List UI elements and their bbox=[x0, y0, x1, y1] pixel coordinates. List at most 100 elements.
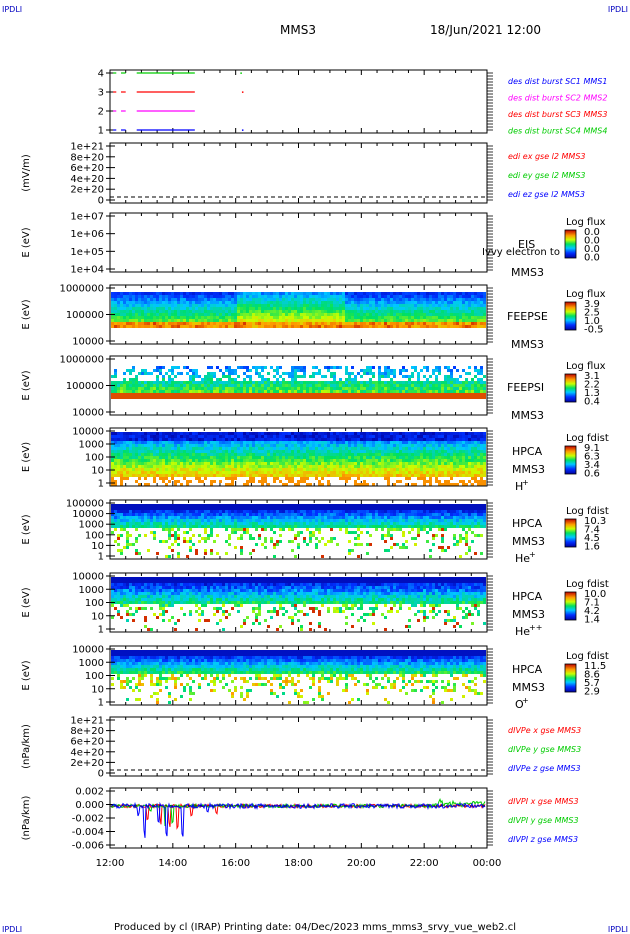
heatmap-cell bbox=[333, 310, 336, 313]
heatmap-cell bbox=[438, 441, 441, 444]
heatmap-cell bbox=[432, 310, 435, 313]
heatmap-cell bbox=[480, 322, 483, 325]
heatmap-cell bbox=[294, 396, 297, 399]
heatmap-cell bbox=[414, 366, 417, 369]
heatmap-cell bbox=[357, 453, 360, 456]
heatmap-cell bbox=[375, 322, 378, 325]
heatmap-cell bbox=[156, 387, 159, 390]
heatmap-cell bbox=[243, 384, 246, 387]
heatmap-cell bbox=[159, 447, 162, 450]
heatmap-cell bbox=[273, 304, 276, 307]
heatmap-cell bbox=[408, 393, 411, 396]
heatmap-cell bbox=[459, 319, 462, 322]
heatmap-cell bbox=[240, 292, 243, 295]
heatmap-cell bbox=[273, 369, 276, 372]
heatmap-cell bbox=[462, 456, 465, 459]
heatmap-cell bbox=[327, 390, 330, 393]
heatmap-cell bbox=[375, 453, 378, 456]
heatmap-cell bbox=[288, 375, 291, 378]
heatmap-cell bbox=[345, 292, 348, 295]
heatmap-cell bbox=[327, 319, 330, 322]
heatmap-cell bbox=[360, 319, 363, 322]
heatmap-cell bbox=[228, 396, 231, 399]
heatmap-cell bbox=[255, 459, 258, 462]
heatmap-cell bbox=[456, 444, 459, 447]
heatmap-cell bbox=[210, 375, 213, 378]
heatmap-cell bbox=[258, 396, 261, 399]
heatmap-cell bbox=[390, 441, 393, 444]
heatmap-cell bbox=[414, 468, 417, 471]
heatmap-cell bbox=[216, 459, 219, 462]
heatmap-cell bbox=[210, 301, 213, 304]
heatmap-cell bbox=[360, 322, 363, 325]
heatmap-cell bbox=[363, 292, 366, 295]
heatmap-cell bbox=[303, 450, 306, 453]
heatmap-cell bbox=[435, 304, 438, 307]
heatmap-cell bbox=[171, 295, 174, 298]
heatmap-cell bbox=[390, 390, 393, 393]
heatmap-cell bbox=[159, 453, 162, 456]
heatmap-cell bbox=[393, 465, 396, 468]
heatmap-cell bbox=[429, 298, 432, 301]
heatmap-cell bbox=[174, 456, 177, 459]
heatmap-cell bbox=[462, 319, 465, 322]
heatmap-cell bbox=[123, 471, 126, 474]
heatmap-cells bbox=[111, 366, 486, 399]
heatmap-cell bbox=[228, 313, 231, 316]
heatmap-cell bbox=[294, 319, 297, 322]
heatmap-cell bbox=[300, 390, 303, 393]
heatmap-cell bbox=[429, 396, 432, 399]
heatmap-cell bbox=[231, 322, 234, 325]
heatmap-cell bbox=[111, 477, 114, 480]
heatmap-cell bbox=[222, 313, 225, 316]
heatmap-cell bbox=[291, 316, 294, 319]
heatmap-cell bbox=[246, 441, 249, 444]
heatmap-cell bbox=[315, 292, 318, 295]
heatmap-cell bbox=[264, 444, 267, 447]
heatmap-cell bbox=[261, 444, 264, 447]
heatmap-cell bbox=[339, 325, 342, 328]
heatmap-cell bbox=[231, 325, 234, 328]
heatmap-cell bbox=[333, 459, 336, 462]
heatmap-cell bbox=[444, 465, 447, 468]
heatmap-cell bbox=[156, 304, 159, 307]
heatmap-cell bbox=[387, 384, 390, 387]
heatmap-cell bbox=[213, 432, 216, 435]
heatmap-cell bbox=[474, 375, 477, 378]
heatmap-cell bbox=[369, 325, 372, 328]
heatmap-cell bbox=[381, 438, 384, 441]
heatmap-cell bbox=[165, 474, 168, 477]
heatmap-cell bbox=[279, 462, 282, 465]
heatmap-cell bbox=[474, 393, 477, 396]
heatmap-cell bbox=[219, 465, 222, 468]
heatmap-cell bbox=[252, 319, 255, 322]
heatmap-cell bbox=[381, 313, 384, 316]
heatmap-cell bbox=[162, 384, 165, 387]
heatmap-cell bbox=[132, 450, 135, 453]
heatmap-cell bbox=[405, 456, 408, 459]
heatmap-cell bbox=[312, 301, 315, 304]
heatmap-cell bbox=[132, 459, 135, 462]
heatmap-cell bbox=[339, 381, 342, 384]
heatmap-cell bbox=[330, 313, 333, 316]
heatmap-cell bbox=[156, 319, 159, 322]
heatmap-cell bbox=[129, 390, 132, 393]
heatmap-cell bbox=[159, 316, 162, 319]
heatmap-cell bbox=[432, 390, 435, 393]
heatmap-cell bbox=[441, 295, 444, 298]
heatmap-cell bbox=[378, 292, 381, 295]
heatmap-cell bbox=[120, 313, 123, 316]
heatmap-cell bbox=[429, 447, 432, 450]
heatmap-cell bbox=[141, 393, 144, 396]
heatmap-cell bbox=[177, 480, 180, 483]
heatmap-cell bbox=[222, 307, 225, 310]
heatmap-cell bbox=[258, 301, 261, 304]
heatmap-cell bbox=[324, 435, 327, 438]
heatmap-cell bbox=[306, 310, 309, 313]
heatmap-cell bbox=[276, 316, 279, 319]
heatmap-cell bbox=[264, 366, 267, 369]
heatmap-cell bbox=[249, 477, 252, 480]
heatmap-cell bbox=[282, 447, 285, 450]
heatmap-cell bbox=[423, 453, 426, 456]
heatmap-cell bbox=[438, 387, 441, 390]
